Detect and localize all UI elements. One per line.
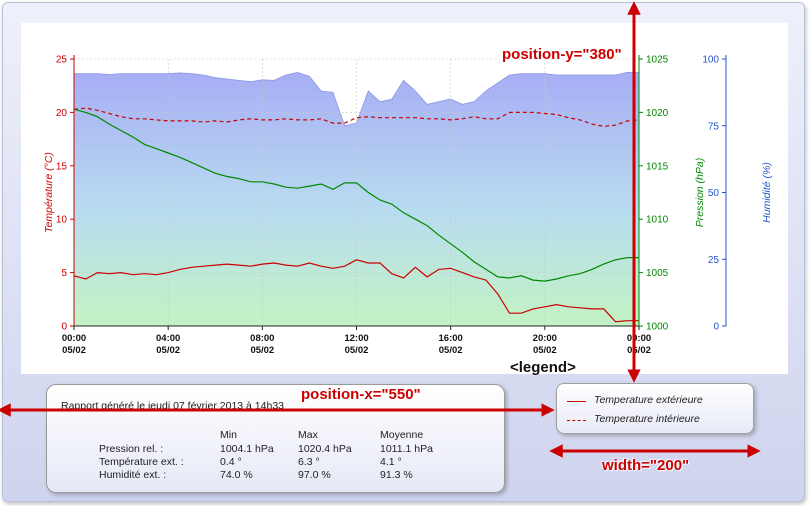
row-label: Humidité ext. : bbox=[99, 469, 167, 481]
legend-item-temp-int: Temperature intérieure bbox=[567, 413, 752, 427]
row-max: 6.3 ° bbox=[298, 456, 320, 468]
x-tick-label-date: 05/02 bbox=[533, 345, 557, 356]
x-tick-label-date: 05/02 bbox=[156, 345, 180, 356]
y-tick-label-humidity: 75 bbox=[708, 121, 720, 132]
annotation-width: width="200" bbox=[602, 457, 690, 474]
series-line-temperature-dashed bbox=[73, 107, 640, 127]
x-tick-label-time: 00:00 bbox=[62, 333, 86, 344]
y-tick-label-temperature: 5 bbox=[61, 268, 67, 279]
y-axis-label-pressure: Pression (hPa) bbox=[694, 158, 706, 227]
series-line-temperature-solid bbox=[73, 259, 639, 323]
y-tick-label-temperature: 10 bbox=[56, 215, 68, 226]
x-tick-label-time: 04:00 bbox=[156, 333, 180, 344]
y-tick-label-pressure: 1000 bbox=[646, 322, 669, 333]
y-tick-label-temperature: 15 bbox=[56, 161, 68, 172]
row-max: 1020.4 hPa bbox=[298, 443, 352, 455]
x-tick-label-time: 12:00 bbox=[344, 333, 368, 344]
col-avg-header: Moyenne bbox=[380, 429, 424, 441]
row-label: Pression rel. : bbox=[99, 443, 164, 455]
row-avg: 91.3 % bbox=[380, 469, 413, 481]
series-line-pressure-solid bbox=[73, 108, 639, 282]
legend-swatch-solid bbox=[567, 401, 586, 402]
y-tick-label-pressure: 1025 bbox=[646, 55, 669, 66]
x-tick-label-date: 05/02 bbox=[439, 345, 463, 356]
row-max: 97.0 % bbox=[298, 469, 331, 481]
row-min: 74.0 % bbox=[220, 469, 253, 481]
y-tick-label-pressure: 1015 bbox=[646, 161, 669, 172]
legend-item-temp-ext: Temperature extérieure bbox=[567, 394, 752, 408]
y-tick-label-humidity: 0 bbox=[713, 322, 719, 333]
legend-box: Temperature extérieure Temperature intér… bbox=[556, 383, 754, 434]
y-tick-label-pressure: 1005 bbox=[646, 268, 669, 279]
y-tick-label-temperature: 25 bbox=[56, 55, 68, 66]
legend-swatch-dashed bbox=[567, 420, 586, 421]
annotation-position-y: position-y="380" bbox=[502, 46, 622, 63]
y-tick-label-humidity: 100 bbox=[702, 55, 719, 66]
y-tick-label-temperature: 0 bbox=[61, 322, 67, 333]
x-tick-label-time: 20:00 bbox=[533, 333, 557, 344]
row-min: 0.4 ° bbox=[220, 456, 242, 468]
x-tick-label-date: 05/02 bbox=[345, 345, 369, 356]
y-axis-label-humidity: Humidité (%) bbox=[761, 162, 773, 223]
row-min: 1004.1 hPa bbox=[220, 443, 274, 455]
x-tick-label-time: 16:00 bbox=[439, 333, 463, 344]
y-axis-label-temperature: Température (°C) bbox=[43, 152, 55, 233]
col-min-header: Min bbox=[220, 429, 237, 441]
legend-label: Temperature extérieure bbox=[594, 394, 703, 406]
y-tick-label-pressure: 1010 bbox=[646, 215, 669, 226]
legend-label: Temperature intérieure bbox=[594, 413, 700, 425]
row-label: Température ext. : bbox=[99, 456, 184, 468]
row-avg: 1011.1 hPa bbox=[380, 443, 433, 455]
x-tick-label-date: 05/02 bbox=[250, 345, 274, 356]
col-max-header: Max bbox=[298, 429, 318, 441]
x-tick-label-time: 08:00 bbox=[250, 333, 274, 344]
annotation-legend-tag: <legend> bbox=[510, 359, 576, 376]
row-avg: 4.1 ° bbox=[380, 456, 402, 468]
y-tick-label-humidity: 25 bbox=[708, 255, 720, 266]
x-tick-label-date: 05/02 bbox=[62, 345, 86, 356]
y-tick-label-pressure: 1020 bbox=[646, 108, 669, 119]
y-tick-label-humidity: 50 bbox=[708, 188, 720, 199]
annotation-position-x: position-x="550" bbox=[301, 386, 421, 403]
y-tick-label-temperature: 20 bbox=[56, 108, 68, 119]
chart-area: 0 5 10 15 20 25 1000 1005 1010 1015 1020 1025 0 25 50 7… bbox=[21, 23, 788, 374]
